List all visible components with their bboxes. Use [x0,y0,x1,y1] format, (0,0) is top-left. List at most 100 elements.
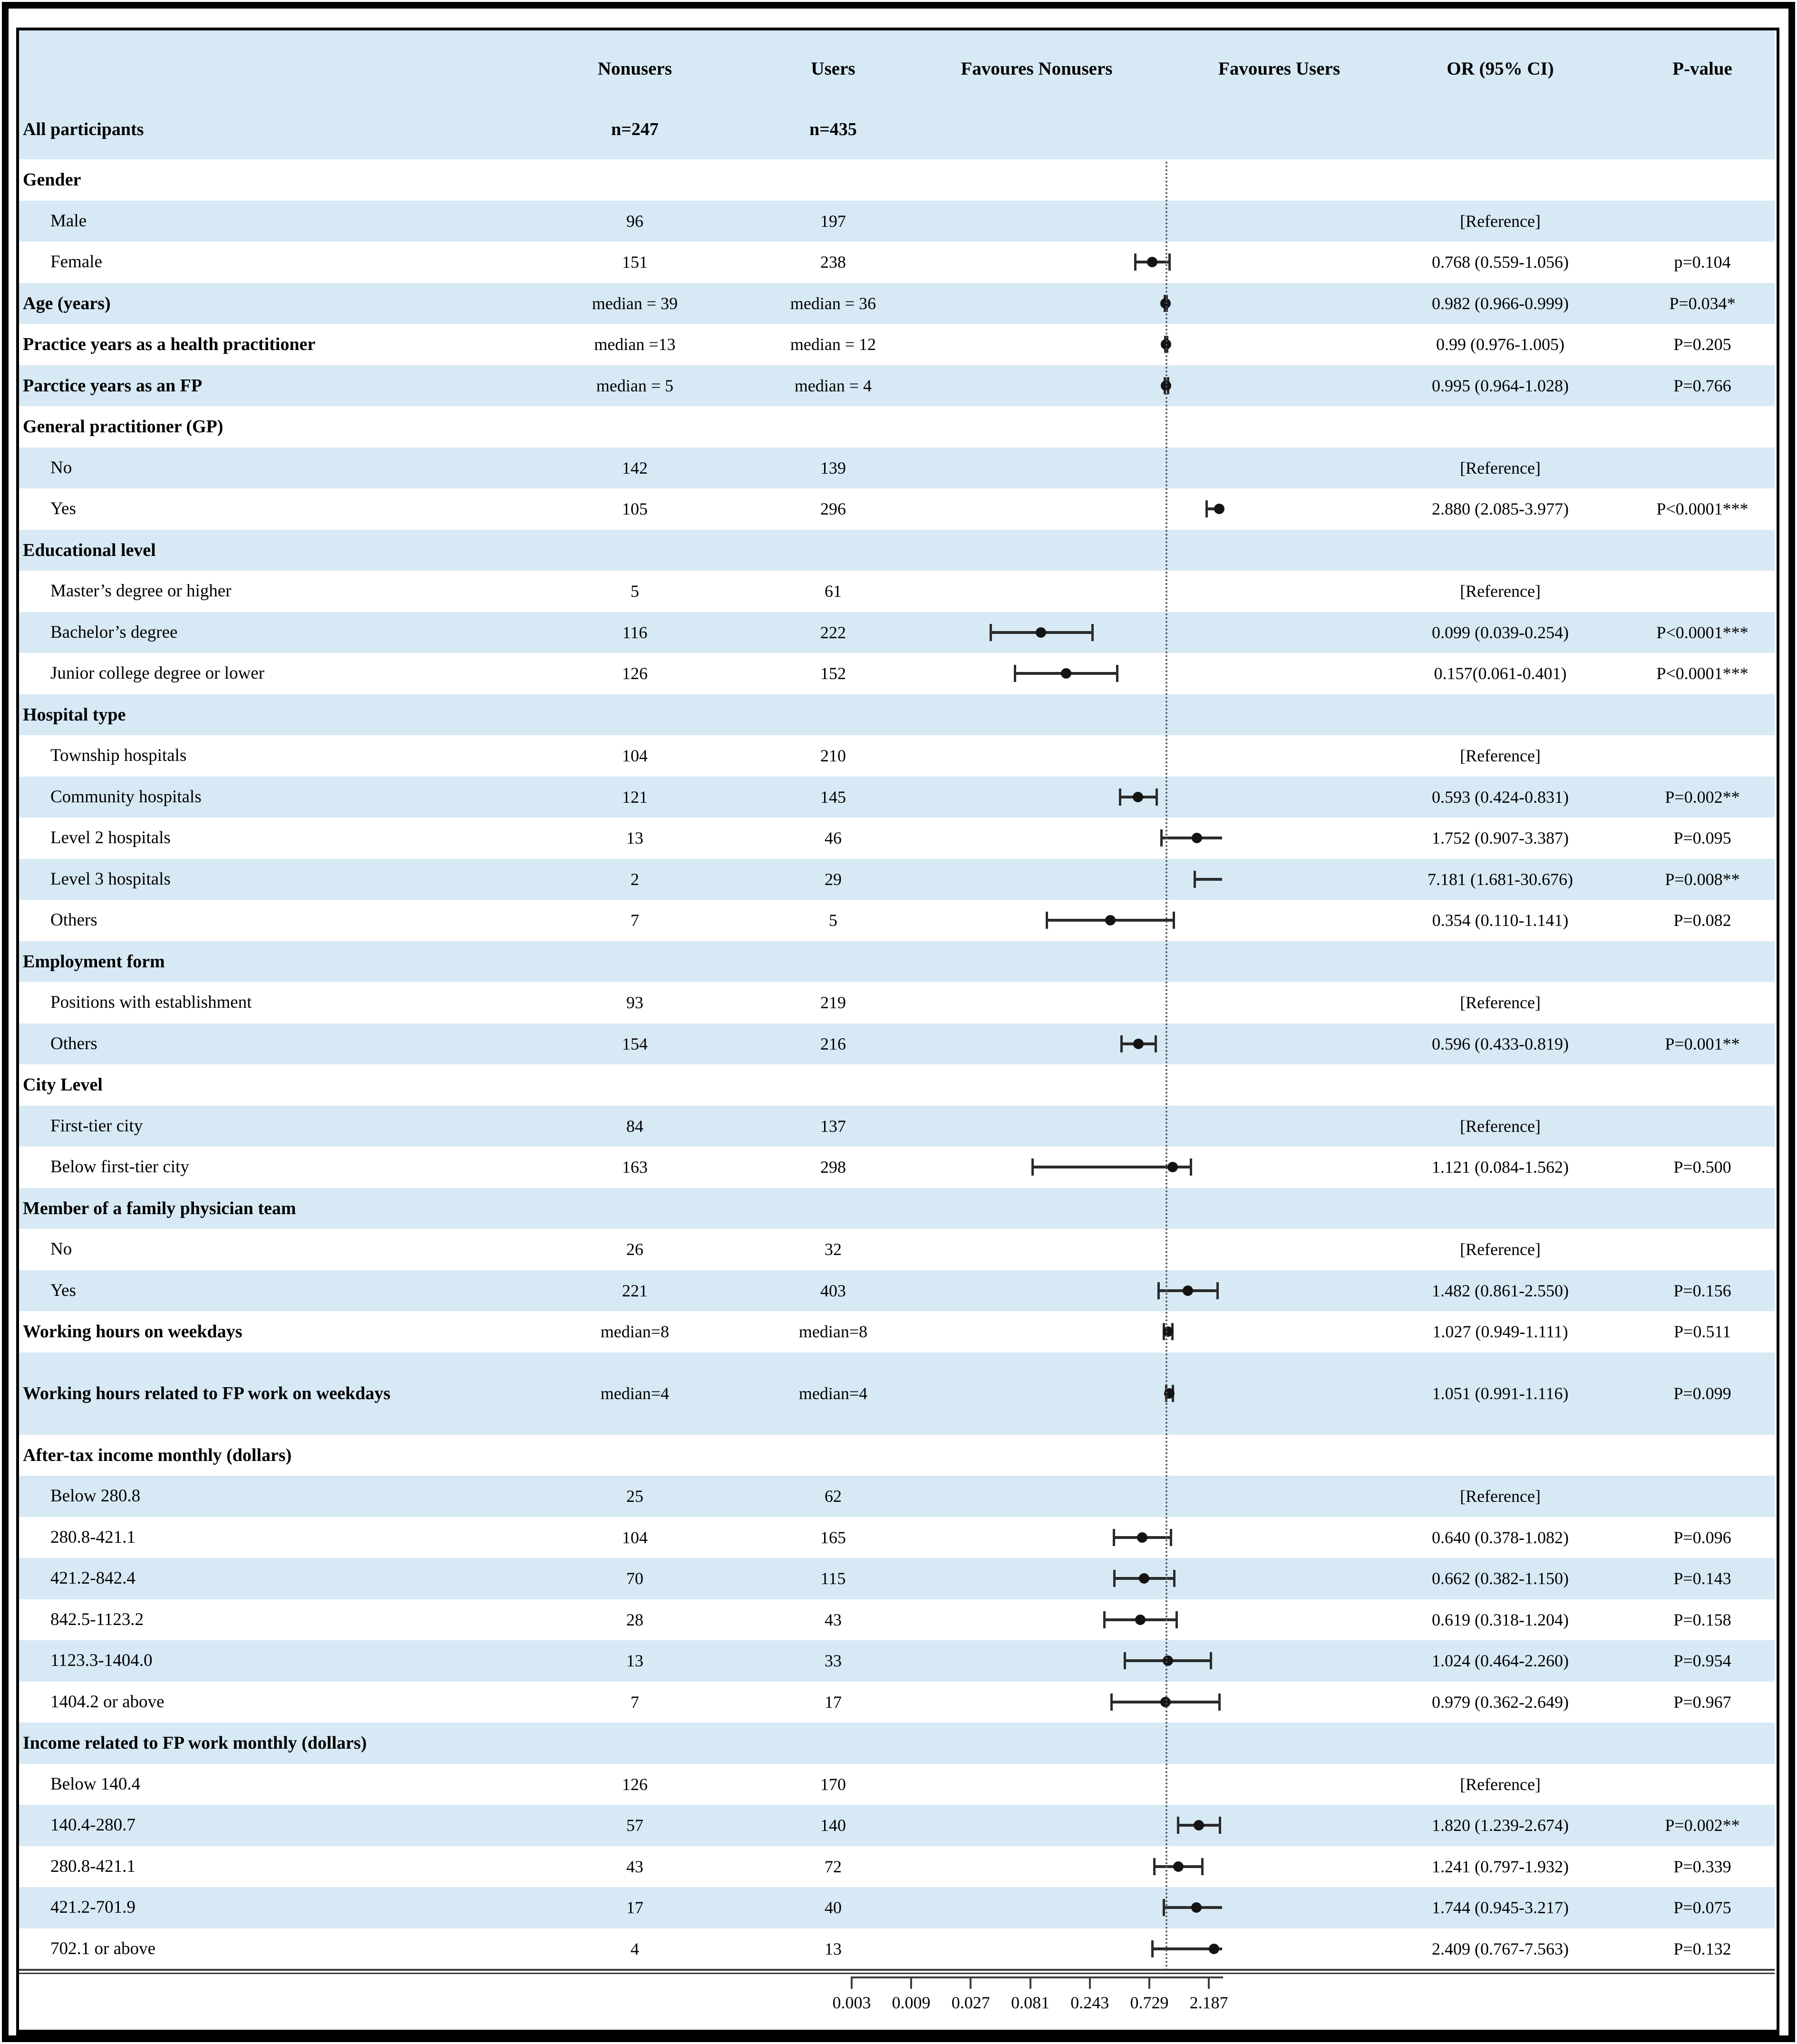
or-ci-value: 0.768 (0.559-1.056) [1432,253,1569,272]
ci-cap-left [1177,1817,1180,1834]
or-dot [1105,915,1116,926]
nonusers-value: median = 39 [592,293,678,313]
table-row: Below 140.4 126 170 [Reference] [19,1764,1775,1805]
table-row: Below first-tier city 163 298 1.121 (0.084-… [19,1147,1775,1188]
table-row: 421.2-701.9 17 40 1.744 (0.945-3.217) P=0.07… [19,1887,1775,1928]
table-row: Employment form [19,941,1775,982]
p-value: P=0.954 [1673,1651,1731,1670]
p-value: P=0.766 [1673,376,1731,395]
axis-tick-label: 0.003 [832,1993,871,2012]
table-row: Female 151 238 0.768 (0.559-1.056) p=0.104 [19,242,1775,283]
table-row: Income related to FP work monthly (dolla… [19,1723,1775,1764]
or-dot [1133,791,1144,802]
column-header-nonusers: Nonusers [597,58,672,79]
row-label: No [50,457,72,477]
table-row: First-tier city 84 137 [Reference] [19,1105,1775,1147]
or-ci-value: 1.241 (0.797-1.932) [1432,1857,1569,1876]
or-ci-value: 0.099 (0.039-0.254) [1432,623,1569,642]
users-value: 298 [820,1158,846,1177]
ci-cap-left [1153,1858,1156,1875]
ci-cap-right [1155,1035,1157,1052]
users-value: 216 [820,1034,846,1053]
ci-cap-right [1175,1611,1178,1628]
column-header-favoures-users: Favoures Users [1218,58,1340,79]
users-value: 17 [825,1692,842,1712]
p-value: P=0.967 [1673,1692,1731,1712]
nonusers-value: 93 [626,993,643,1012]
row-label: Below 140.4 [50,1774,141,1794]
users-value: 139 [820,458,846,477]
p-value: p=0.104 [1674,253,1731,272]
users-value: 43 [825,1610,842,1629]
or-ci-value: 0.596 (0.433-0.819) [1432,1034,1569,1053]
users-value: 29 [825,869,842,889]
or-dot [1133,1038,1144,1049]
or-ci-value: 0.979 (0.362-2.649) [1432,1692,1569,1712]
p-value: P=0.075 [1673,1898,1731,1917]
table-row: Positions with establishment 93 219 [Refere… [19,982,1775,1023]
or-dot [1163,1326,1174,1337]
or-dot [1137,1532,1148,1543]
or-ci-value: 0.982 (0.966-0.999) [1432,293,1569,313]
ci-cap-left [1110,1693,1113,1711]
row-label: Level 2 hospitals [50,828,171,847]
nonusers-value: 104 [622,1528,648,1547]
or-ci-value: 1.820 (1.239-2.674) [1432,1816,1569,1835]
row-label: City Level [23,1075,103,1095]
row-label: Practice years as a health practitioner [23,334,316,354]
table-row: Hospital type [19,694,1775,735]
nonusers-value: 26 [626,1240,643,1259]
users-value: median = 4 [794,376,872,395]
ci-cap-left [1113,1528,1116,1546]
nonusers-value: 13 [626,828,643,847]
row-label: Parctice years as an FP [23,375,203,396]
users-value: median=8 [798,1322,868,1341]
or-ci-value: 0.157(0.061-0.401) [1434,664,1567,683]
or-dot [1036,627,1047,638]
ci-cap-left [1157,1282,1160,1299]
or-dot [1135,1614,1146,1625]
row-label: Township hospitals [50,746,187,765]
table-row: 421.2-842.4 70 115 0.662 (0.382-1.150) P=0.1… [19,1558,1775,1599]
users-value: 403 [820,1281,846,1300]
ci-cap-right [1169,1528,1172,1546]
table-row: 842.5-1123.2 28 43 0.619 (0.318-1.204) P=0.1… [19,1599,1775,1641]
table-row: Bachelor’s degree 116 222 0.099 (0.039-0.25… [19,612,1775,653]
or-ci-value: 2.409 (0.767-7.563) [1432,1939,1569,1958]
or-ci-value: [Reference] [1460,993,1541,1012]
ci-cap-left [1113,1570,1116,1587]
p-value: P<0.0001*** [1656,623,1748,642]
or-dot [1162,1655,1173,1666]
header-band [19,30,1775,159]
axis-tick-label: 0.243 [1070,1993,1109,2012]
ci-cap-right [1155,788,1158,806]
all-participants-users-count: n=435 [809,119,857,139]
row-label: No [50,1239,72,1259]
row-label: Member of a family physician team [23,1198,296,1218]
ci-whisker [1032,1166,1191,1169]
nonusers-value: 7 [631,1692,639,1712]
axis-tick-label: 0.009 [892,1993,931,2012]
axis-tick [1208,1976,1210,1989]
ci-cap-right [1173,1570,1175,1587]
axis-tick [1148,1976,1150,1989]
or-ci-value: 1.027 (0.949-1.111) [1432,1322,1568,1341]
ci-cap-left [1031,1158,1034,1176]
or-ci-value: 7.181 (1.681-30.676) [1428,869,1573,889]
p-value: P=0.205 [1673,335,1731,354]
ci-cap-left [1014,665,1017,682]
p-value: P=0.339 [1673,1857,1731,1876]
row-label: 702.1 or above [50,1938,155,1958]
reference-line-or-1 [1166,162,1167,1976]
ci-cap-left [1124,1652,1127,1670]
nonusers-value: 13 [626,1651,643,1670]
table-row: Gender [19,159,1775,201]
or-ci-value: [Reference] [1460,211,1541,231]
column-header-favoures-nonusers: Favoures Nonusers [961,58,1113,79]
table-row: Working hours on weekdays median=8 median=… [19,1311,1775,1353]
table-row: 1404.2 or above 7 17 0.979 (0.362-2.649) P=0… [19,1682,1775,1723]
or-ci-value: 0.662 (0.382-1.150) [1432,1569,1569,1588]
table-row: Others 7 5 0.354 (0.110-1.141) P=0.082 [19,900,1775,941]
row-label: Income related to FP work monthly (dolla… [23,1733,367,1753]
